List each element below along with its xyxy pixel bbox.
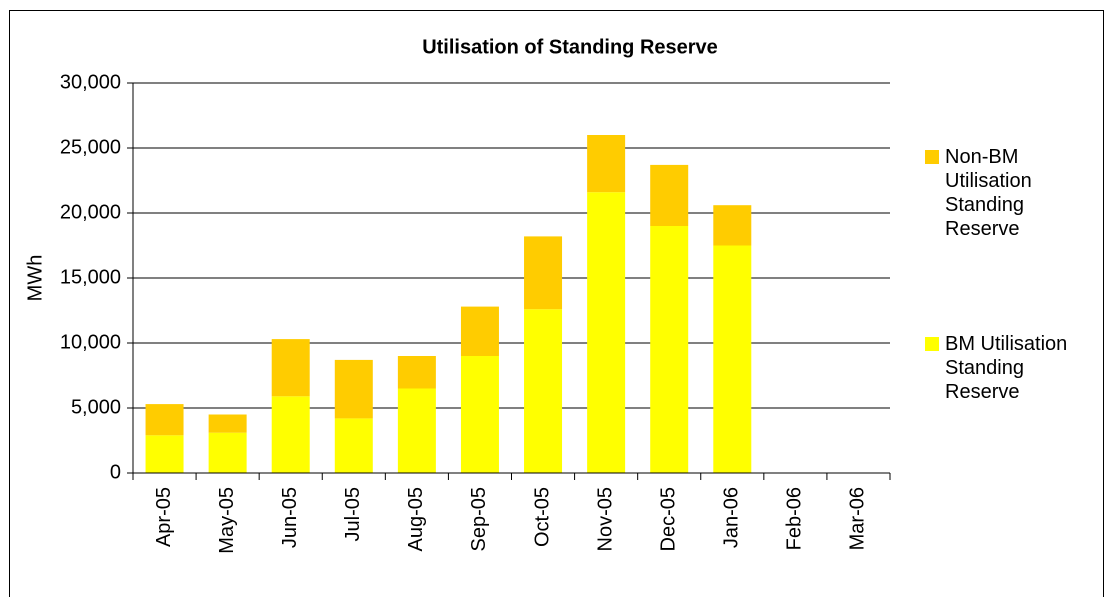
y-tick-label: 10,000 [60, 331, 121, 353]
x-tick-label: Oct-05 [531, 487, 553, 547]
bar-segment [145, 404, 184, 436]
bar-segment [460, 356, 499, 473]
legend-label: Non-BM Utilisation Standing Reserve [945, 146, 1032, 240]
x-tick-label: May-05 [216, 487, 238, 554]
y-tick-label: 0 [110, 461, 121, 483]
bar-segment [713, 205, 752, 246]
bar-segment [587, 135, 626, 193]
legend-label: BM Utilisation Standing Reserve [945, 333, 1068, 403]
x-tick-label: Dec-05 [657, 487, 679, 551]
bar-segment [208, 414, 247, 433]
y-tick-label: 20,000 [60, 201, 121, 223]
x-tick-label: Mar-06 [847, 487, 869, 550]
bar-segment [587, 192, 626, 473]
bar-segment [271, 339, 310, 397]
x-tick-label: Nov-05 [594, 487, 616, 551]
bar-segment [524, 236, 563, 310]
y-tick-label: 25,000 [60, 136, 121, 158]
bar-segment [208, 432, 247, 473]
bar-segment [271, 396, 310, 473]
bar-segment [397, 388, 436, 473]
bar-segment [145, 435, 184, 473]
bar-segment [397, 356, 436, 389]
x-tick-label: Jun-05 [279, 487, 301, 548]
x-tick-label: Feb-06 [784, 487, 806, 550]
chart-title: Utilisation of Standing Reserve [422, 36, 718, 58]
y-tick-label: 15,000 [60, 266, 121, 288]
bar-segment [524, 309, 563, 473]
y-axis-label: MWh [24, 255, 46, 302]
bar-segment [713, 245, 752, 473]
y-tick-label: 30,000 [60, 71, 121, 93]
x-tick-label: Aug-05 [405, 487, 427, 552]
legend-swatch [925, 337, 939, 351]
x-tick-label: Apr-05 [153, 487, 175, 547]
bar-segment [650, 226, 689, 473]
bar-segment [334, 418, 373, 473]
x-tick-label: Sep-05 [468, 487, 490, 552]
x-tick-label: Jan-06 [721, 487, 743, 548]
x-tick-label: Jul-05 [342, 487, 364, 541]
bar-segment [460, 306, 499, 356]
y-tick-label: 5,000 [71, 396, 121, 418]
bar-segment [334, 359, 373, 419]
bar-segment [650, 164, 689, 226]
legend-swatch [925, 150, 939, 164]
